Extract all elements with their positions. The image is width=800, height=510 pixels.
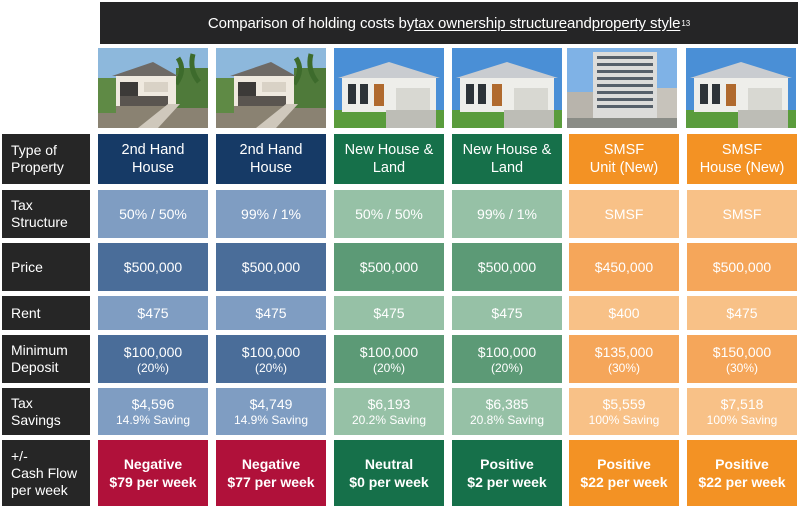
row-label-tax-structure: Tax Structure [2,190,90,238]
tax-savings-cell: $4,749 14.9% Saving [216,388,326,435]
new-house-photo-icon [334,48,444,128]
price-cell: $500,000 [98,243,208,291]
rent-cell: $475 [452,296,562,330]
cash-flow-cell: Negative $79 per week [98,440,208,506]
cash-flow-cell: Positive $2 per week [452,440,562,506]
tax-structure-cell: 50% / 50% [98,190,208,238]
rent-cell: $400 [569,296,679,330]
row-label-price: Price [2,243,90,291]
rent-cell: $475 [334,296,444,330]
new-house-photo-icon [452,48,562,128]
rent-cell: $475 [687,296,797,330]
price-cell: $450,000 [569,243,679,291]
price-cell: $500,000 [687,243,797,291]
tax-structure-cell: 99% / 1% [452,190,562,238]
deposit-cell: $150,000 (30%) [687,335,797,383]
property-photo-6 [686,48,796,128]
tax-savings-cell: $5,559 100% Saving [569,388,679,435]
deposit-cell: $100,000 (20%) [98,335,208,383]
tax-structure-cell: SMSF [687,190,797,238]
type-cell: 2nd Hand House [216,134,326,184]
tax-savings-cell: $7,518 100% Saving [687,388,797,435]
new-house-photo-icon [686,48,796,128]
row-label-deposit: Minimum Deposit [2,335,90,383]
cash-flow-cell: Neutral $0 per week [334,440,444,506]
cash-flow-cell: Positive $22 per week [569,440,679,506]
rent-cell: $475 [98,296,208,330]
queenslander-house-photo-icon [98,48,208,128]
property-photo-3 [334,48,444,128]
row-label-rent: Rent [2,296,90,330]
apartment-building-photo-icon [567,48,677,128]
row-label-type: Type of Property [2,134,90,184]
title-prefix: Comparison of holding costs by [207,14,415,32]
footnote-marker: 13 [681,18,691,28]
property-photo-5 [567,48,677,128]
rent-cell: $475 [216,296,326,330]
deposit-cell: $100,000 (20%) [334,335,444,383]
cash-flow-cell: Positive $22 per week [687,440,797,506]
price-cell: $500,000 [452,243,562,291]
chart-title-bar: Comparison of holding costs by tax owner… [100,2,798,44]
deposit-cell: $100,000 (20%) [452,335,562,383]
type-cell: SMSF Unit (New) [569,134,679,184]
property-photo-2 [216,48,326,128]
row-label-cash-flow: +/- Cash Flow per week [2,440,90,506]
deposit-cell: $135,000 (30%) [569,335,679,383]
tax-structure-cell: 99% / 1% [216,190,326,238]
cash-flow-cell: Negative $77 per week [216,440,326,506]
row-label-tax-savings: Tax Savings [2,388,90,435]
tax-structure-cell: SMSF [569,190,679,238]
deposit-cell: $100,000 (20%) [216,335,326,383]
tax-structure-cell: 50% / 50% [334,190,444,238]
type-cell: New House & Land [334,134,444,184]
type-cell: New House & Land [452,134,562,184]
title-middle: and [566,14,592,32]
property-photo-1 [98,48,208,128]
title-link-tax-ownership[interactable]: tax ownership structure [414,14,567,32]
type-cell: SMSF House (New) [687,134,797,184]
title-link-property-style[interactable]: property style [591,14,681,32]
tax-savings-cell: $6,193 20.2% Saving [334,388,444,435]
price-cell: $500,000 [334,243,444,291]
price-cell: $500,000 [216,243,326,291]
queenslander-house-photo-icon [216,48,326,128]
tax-savings-cell: $4,596 14.9% Saving [98,388,208,435]
property-photo-4 [452,48,562,128]
tax-savings-cell: $6,385 20.8% Saving [452,388,562,435]
type-cell: 2nd Hand House [98,134,208,184]
